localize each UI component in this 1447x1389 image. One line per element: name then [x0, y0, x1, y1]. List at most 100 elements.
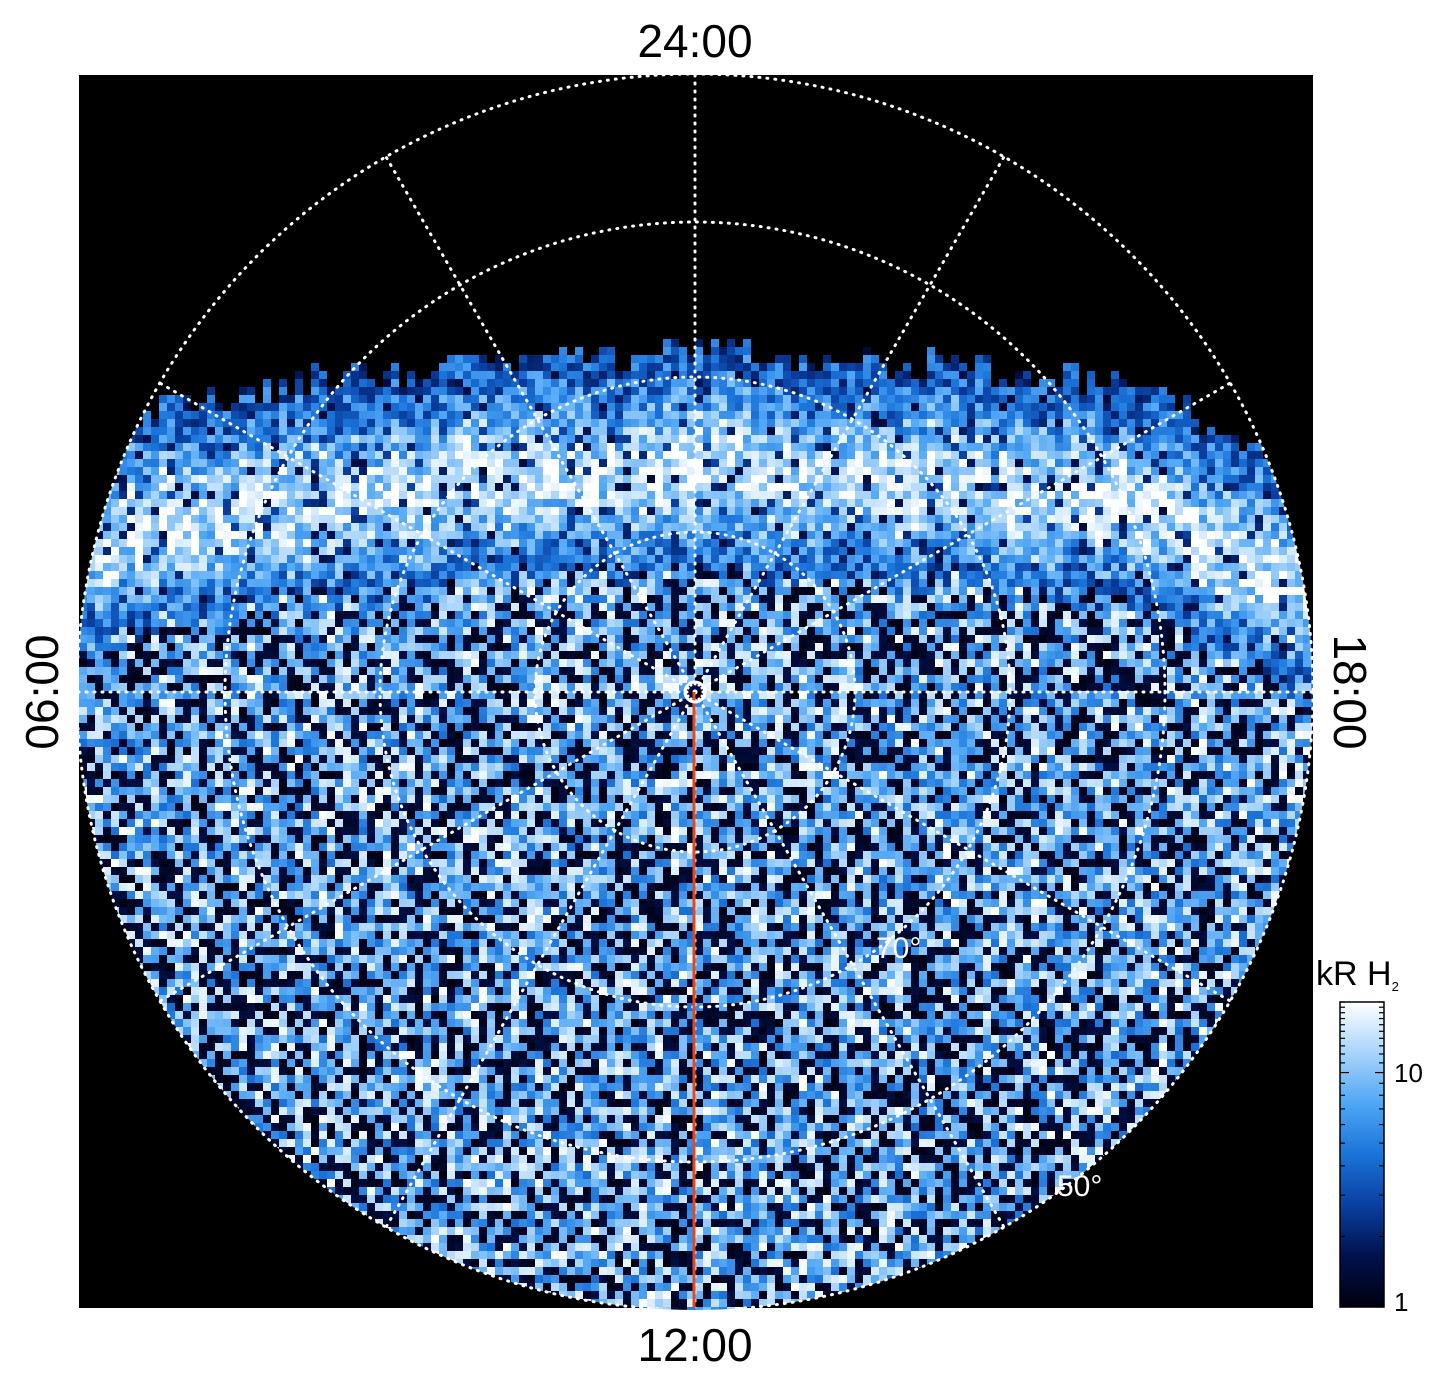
emission-cell	[391, 371, 399, 379]
emission-cell	[231, 435, 239, 443]
emission-cell	[135, 811, 143, 819]
emission-cell	[319, 1131, 327, 1139]
emission-cell	[359, 827, 367, 835]
emission-cell	[407, 843, 415, 851]
emission-cell	[447, 1075, 455, 1083]
emission-cell	[487, 915, 495, 923]
emission-cell	[199, 883, 207, 891]
emission-cell	[223, 699, 231, 707]
emission-cell	[415, 819, 423, 827]
emission-cell	[423, 1235, 431, 1243]
emission-cell	[351, 1099, 359, 1107]
emission-cell	[311, 1083, 319, 1091]
emission-cell	[247, 851, 255, 859]
emission-cell	[503, 627, 511, 635]
emission-cell	[335, 979, 343, 987]
emission-cell	[287, 859, 295, 867]
emission-cell	[495, 1059, 503, 1067]
emission-cell	[215, 691, 223, 699]
emission-cell	[111, 811, 119, 819]
emission-cell	[295, 1067, 303, 1075]
emission-cell	[279, 667, 287, 675]
emission-cell	[199, 763, 207, 771]
emission-cell	[367, 491, 375, 499]
emission-cell	[263, 883, 271, 891]
emission-cell	[447, 371, 455, 379]
emission-cell	[191, 459, 199, 467]
emission-cell	[191, 627, 199, 635]
emission-cell	[431, 1011, 439, 1019]
emission-cell	[223, 795, 231, 803]
emission-cell	[439, 587, 447, 595]
emission-cell	[359, 659, 367, 667]
emission-cell	[151, 763, 159, 771]
emission-cell	[175, 995, 183, 1003]
emission-cell	[367, 883, 375, 891]
emission-cell	[207, 1035, 215, 1043]
emission-cell	[231, 747, 239, 755]
emission-cell	[447, 779, 455, 787]
emission-cell	[271, 867, 279, 875]
emission-cell	[455, 787, 463, 795]
emission-cell	[215, 971, 223, 979]
emission-cell	[231, 931, 239, 939]
emission-cell	[327, 1019, 335, 1027]
emission-cell	[367, 619, 375, 627]
emission-cell	[423, 931, 431, 939]
emission-cell	[351, 371, 359, 379]
emission-cell	[319, 635, 327, 643]
emission-cell	[375, 699, 383, 707]
emission-cell	[343, 1091, 351, 1099]
emission-cell	[295, 931, 303, 939]
emission-cell	[287, 995, 295, 1003]
emission-cell	[255, 795, 263, 803]
emission-cell	[295, 571, 303, 579]
emission-cell	[159, 659, 167, 667]
emission-cell	[495, 411, 503, 419]
emission-cell	[271, 843, 279, 851]
emission-cell	[199, 675, 207, 683]
emission-cell	[79, 755, 87, 763]
emission-cell	[503, 595, 511, 603]
emission-cell	[423, 427, 431, 435]
emission-cell	[207, 667, 215, 675]
emission-cell	[431, 435, 439, 443]
emission-cell	[351, 555, 359, 563]
emission-cell	[495, 371, 503, 379]
emission-cell	[479, 979, 487, 987]
emission-cell	[191, 883, 199, 891]
emission-cell	[479, 755, 487, 763]
emission-cell	[479, 963, 487, 971]
emission-cell	[87, 627, 95, 635]
emission-cell	[503, 1203, 511, 1211]
emission-cell	[263, 635, 271, 643]
emission-cell	[223, 667, 231, 675]
emission-cell	[175, 411, 183, 419]
emission-cell	[95, 771, 103, 779]
emission-cell	[399, 1115, 407, 1123]
emission-cell	[247, 571, 255, 579]
emission-cell	[215, 403, 223, 411]
emission-cell	[367, 507, 375, 515]
emission-cell	[191, 1043, 199, 1051]
emission-cell	[487, 875, 495, 883]
emission-cell	[295, 707, 303, 715]
emission-cell	[415, 995, 423, 1003]
emission-cell	[367, 387, 375, 395]
emission-cell	[231, 723, 239, 731]
emission-cell	[439, 379, 447, 387]
emission-cell	[487, 1195, 495, 1203]
emission-cell	[135, 643, 143, 651]
emission-cell	[495, 627, 503, 635]
emission-cell	[127, 499, 135, 507]
emission-cell	[103, 619, 111, 627]
emission-cell	[295, 515, 303, 523]
emission-cell	[399, 1131, 407, 1139]
emission-cell	[335, 667, 343, 675]
emission-cell	[255, 843, 263, 851]
emission-cell	[103, 811, 111, 819]
emission-cell	[127, 523, 135, 531]
emission-cell	[399, 1051, 407, 1059]
emission-cell	[479, 739, 487, 747]
emission-cell	[255, 763, 263, 771]
